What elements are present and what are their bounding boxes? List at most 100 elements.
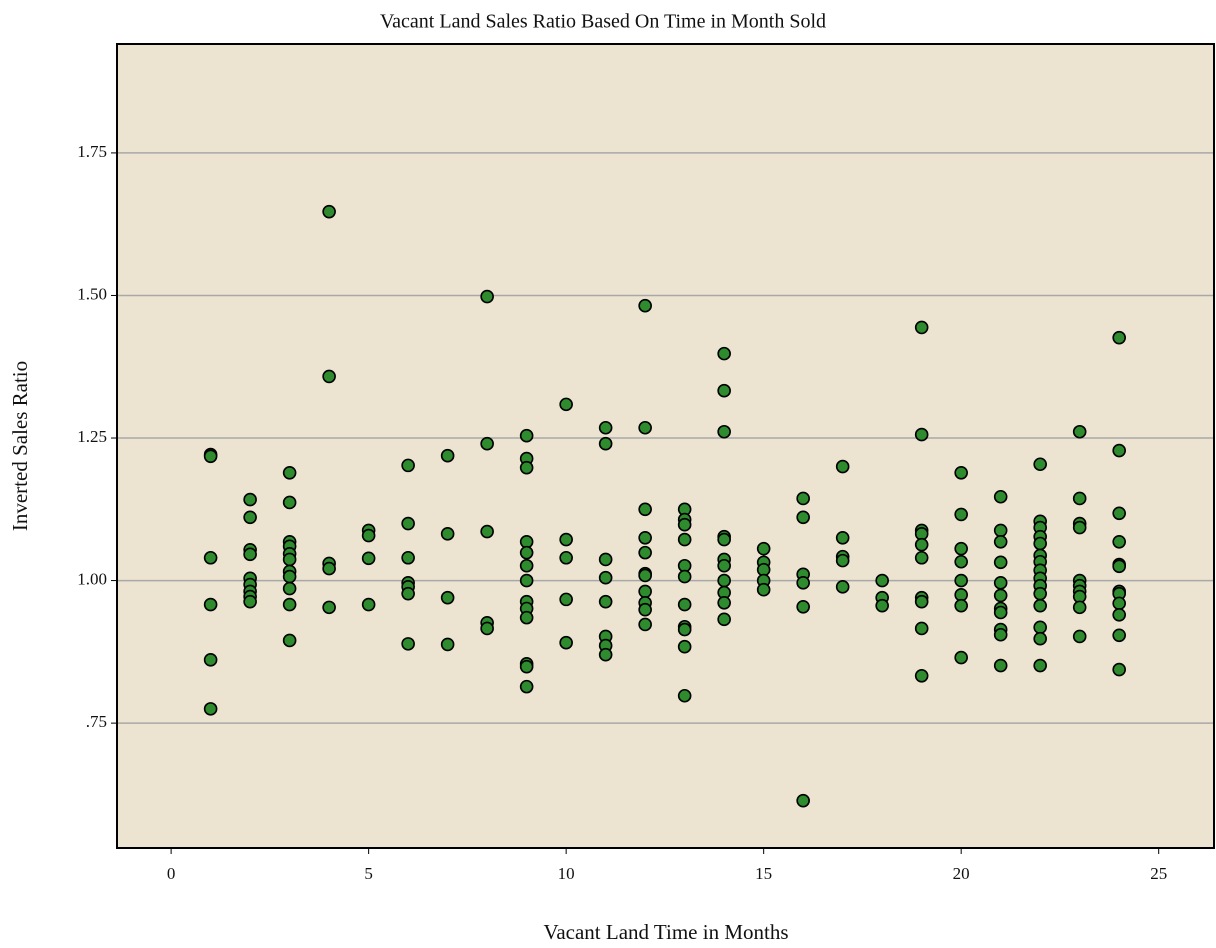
point bbox=[717, 424, 731, 439]
x-tick-label: 25 bbox=[1150, 864, 1167, 883]
point bbox=[638, 531, 652, 545]
point bbox=[638, 584, 652, 599]
point bbox=[401, 458, 415, 473]
point bbox=[717, 573, 731, 588]
point bbox=[835, 553, 850, 568]
point bbox=[322, 369, 336, 384]
point bbox=[1033, 598, 1047, 613]
point bbox=[717, 558, 731, 573]
point bbox=[835, 459, 850, 474]
point bbox=[1033, 536, 1047, 551]
point bbox=[993, 555, 1008, 570]
point bbox=[203, 550, 218, 565]
point bbox=[1072, 600, 1087, 615]
point bbox=[440, 448, 455, 463]
point bbox=[519, 610, 534, 625]
point bbox=[717, 532, 731, 547]
y-tick-label: 1.25 bbox=[77, 427, 107, 446]
point bbox=[914, 427, 929, 442]
point bbox=[1112, 506, 1126, 521]
point bbox=[559, 532, 573, 547]
point bbox=[1112, 443, 1126, 458]
point bbox=[914, 668, 929, 683]
point bbox=[519, 428, 534, 443]
point bbox=[993, 658, 1008, 673]
point bbox=[1112, 559, 1126, 574]
point bbox=[835, 580, 850, 594]
point bbox=[203, 702, 218, 716]
point bbox=[1112, 628, 1126, 643]
point bbox=[954, 554, 968, 569]
point bbox=[480, 524, 494, 539]
point bbox=[796, 491, 810, 506]
x-tick-label: 0 bbox=[167, 864, 176, 883]
point bbox=[1112, 607, 1126, 622]
x-tick-label: 10 bbox=[558, 864, 575, 883]
point bbox=[519, 558, 534, 573]
point bbox=[677, 688, 692, 703]
point bbox=[559, 635, 573, 650]
point bbox=[598, 552, 613, 567]
y-tick-label: 1.50 bbox=[77, 284, 107, 303]
point bbox=[993, 489, 1008, 504]
x-axis-title: Vacant Land Time in Months bbox=[544, 920, 789, 944]
point bbox=[559, 592, 573, 607]
point bbox=[638, 298, 652, 313]
point bbox=[243, 492, 257, 507]
point bbox=[1033, 620, 1047, 635]
point bbox=[677, 569, 692, 584]
point bbox=[1072, 520, 1087, 535]
point bbox=[559, 397, 573, 412]
point bbox=[717, 612, 731, 627]
point bbox=[243, 594, 257, 609]
point bbox=[677, 532, 692, 547]
point bbox=[1112, 596, 1126, 611]
point bbox=[1112, 662, 1126, 677]
point bbox=[954, 573, 968, 588]
point bbox=[322, 561, 336, 576]
point bbox=[756, 541, 771, 556]
point bbox=[203, 449, 218, 464]
plot-area bbox=[117, 44, 1214, 848]
point bbox=[914, 621, 929, 636]
point bbox=[519, 573, 534, 588]
point bbox=[638, 545, 652, 560]
point bbox=[282, 597, 297, 612]
point bbox=[1072, 629, 1087, 644]
point bbox=[243, 547, 257, 562]
grid bbox=[117, 152, 1214, 724]
plot-frame bbox=[116, 43, 1215, 849]
point bbox=[440, 590, 455, 605]
point bbox=[993, 534, 1008, 549]
point bbox=[717, 346, 731, 361]
point bbox=[1033, 586, 1047, 601]
point bbox=[322, 204, 336, 219]
point bbox=[361, 551, 376, 566]
point bbox=[519, 545, 534, 560]
point bbox=[203, 653, 218, 667]
point bbox=[875, 573, 889, 588]
point bbox=[717, 383, 731, 398]
point bbox=[993, 523, 1008, 538]
point bbox=[519, 659, 534, 674]
point bbox=[203, 597, 218, 612]
point bbox=[480, 436, 494, 451]
point bbox=[677, 597, 692, 612]
point bbox=[559, 550, 573, 565]
point bbox=[1033, 658, 1047, 673]
point bbox=[717, 596, 731, 610]
x-tick-label: 20 bbox=[953, 864, 970, 883]
point bbox=[914, 320, 929, 335]
point bbox=[480, 621, 494, 636]
point bbox=[282, 633, 297, 648]
point bbox=[796, 599, 810, 614]
x-tick-label: 5 bbox=[364, 864, 373, 883]
point bbox=[835, 531, 850, 545]
point bbox=[954, 598, 968, 613]
point bbox=[954, 650, 968, 665]
point bbox=[993, 588, 1008, 603]
point bbox=[677, 517, 692, 532]
point bbox=[954, 465, 968, 480]
point bbox=[519, 460, 534, 475]
point bbox=[440, 527, 455, 541]
